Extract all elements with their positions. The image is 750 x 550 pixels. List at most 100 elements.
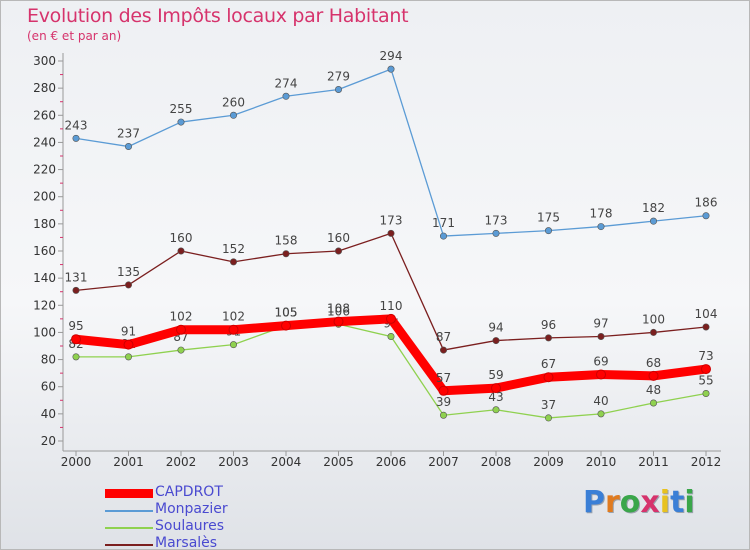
data-label-monpazier: 171 xyxy=(432,216,455,230)
data-label-soulaures: 37 xyxy=(541,398,556,412)
data-point-soulaures xyxy=(492,406,500,414)
y-tick-label: 40 xyxy=(41,407,56,421)
data-label-monpazier: 182 xyxy=(642,201,665,215)
data-label-capdrot: 110 xyxy=(380,299,403,313)
data-label-soulaures: 48 xyxy=(646,383,661,397)
data-point-capdrot xyxy=(701,364,711,375)
data-label-marsalès: 158 xyxy=(275,234,298,248)
data-point-soulaures xyxy=(230,341,238,349)
data-label-soulaures: 55 xyxy=(698,374,713,388)
y-tick-label: 280 xyxy=(33,81,56,95)
y-tick-label: 160 xyxy=(33,244,56,258)
data-point-marsalès xyxy=(72,286,80,294)
data-point-capdrot xyxy=(333,316,344,327)
legend-swatch xyxy=(105,544,153,546)
data-point-marsalès xyxy=(282,250,290,258)
data-point-capdrot xyxy=(543,372,554,383)
data-label-capdrot: 102 xyxy=(170,310,193,324)
data-point-capdrot xyxy=(386,313,396,324)
legend-swatch xyxy=(105,527,153,529)
data-point-soulaures xyxy=(439,411,447,419)
data-point-marsalès xyxy=(649,328,657,336)
x-tick-label: 2001 xyxy=(113,455,144,469)
data-label-soulaures: 106 xyxy=(327,304,350,318)
data-point-capdrot xyxy=(596,369,606,380)
brand-letter: x xyxy=(640,485,660,520)
x-tick-label: 2000 xyxy=(61,455,92,469)
data-label-soulaures: 105 xyxy=(275,306,298,320)
data-point-soulaures xyxy=(177,346,185,354)
data-label-monpazier: 255 xyxy=(170,102,193,116)
data-point-soulaures xyxy=(702,389,710,397)
data-label-capdrot: 73 xyxy=(698,349,713,363)
data-point-monpazier xyxy=(597,223,605,231)
data-point-monpazier xyxy=(334,86,342,94)
data-point-marsalès xyxy=(125,281,133,289)
data-label-monpazier: 294 xyxy=(380,49,403,63)
data-label-capdrot: 105 xyxy=(275,306,298,320)
data-label-marsalès: 87 xyxy=(436,330,451,344)
brand-letter: i xyxy=(684,485,695,520)
brand-letter: o xyxy=(619,485,641,520)
y-tick-label: 300 xyxy=(33,54,56,68)
data-label-capdrot: 59 xyxy=(488,368,503,382)
data-point-monpazier xyxy=(439,232,447,240)
data-point-marsalès xyxy=(334,247,342,255)
y-tick-label: 80 xyxy=(41,353,56,367)
data-point-monpazier xyxy=(125,143,133,151)
data-point-monpazier xyxy=(72,134,80,142)
data-label-marsalès: 135 xyxy=(117,265,140,279)
data-point-marsalès xyxy=(439,346,447,354)
x-tick-label: 2010 xyxy=(586,455,617,469)
data-label-monpazier: 175 xyxy=(537,211,560,225)
y-tick-label: 180 xyxy=(33,217,56,231)
data-point-capdrot xyxy=(71,334,81,345)
y-tick-label: 260 xyxy=(33,108,56,122)
data-point-capdrot xyxy=(228,324,239,335)
data-label-capdrot: 57 xyxy=(436,371,451,385)
data-label-monpazier: 173 xyxy=(485,213,508,227)
x-tick-label: 2003 xyxy=(218,455,249,469)
x-tick-label: 2009 xyxy=(533,455,564,469)
data-point-marsalès xyxy=(177,247,185,255)
data-point-soulaures xyxy=(597,410,605,418)
data-label-capdrot: 102 xyxy=(222,310,245,324)
y-tick-label: 60 xyxy=(41,380,56,394)
data-label-capdrot: 95 xyxy=(68,319,83,333)
data-label-monpazier: 279 xyxy=(327,70,350,84)
chart-subtitle: (en € et par an) xyxy=(27,29,122,43)
data-point-capdrot xyxy=(281,320,291,331)
legend-swatch xyxy=(105,489,153,498)
data-point-monpazier xyxy=(387,65,395,73)
x-tick-label: 2008 xyxy=(481,455,512,469)
data-label-marsalès: 152 xyxy=(222,242,245,256)
data-point-capdrot xyxy=(648,370,659,381)
data-label-monpazier: 243 xyxy=(65,118,88,132)
data-label-monpazier: 237 xyxy=(117,127,140,141)
data-label-marsalès: 131 xyxy=(65,270,88,284)
data-point-monpazier xyxy=(544,227,552,235)
data-label-monpazier: 178 xyxy=(590,207,613,221)
data-label-monpazier: 186 xyxy=(695,196,718,210)
x-tick-label: 2005 xyxy=(323,455,354,469)
x-tick-label: 2004 xyxy=(271,455,302,469)
x-tick-label: 2007 xyxy=(428,455,459,469)
data-point-marsalès xyxy=(492,337,500,345)
data-point-monpazier xyxy=(702,212,710,220)
data-label-soulaures: 39 xyxy=(436,395,451,409)
y-tick-label: 100 xyxy=(33,325,56,339)
x-tick-label: 2011 xyxy=(638,455,669,469)
legend-label: Monpazier xyxy=(155,501,228,517)
data-point-marsalès xyxy=(597,332,605,340)
brand-letter: t xyxy=(670,485,685,520)
data-label-capdrot: 108 xyxy=(327,302,350,316)
data-point-monpazier xyxy=(649,217,657,225)
data-point-capdrot xyxy=(123,339,134,350)
legend-label: CAPDROT xyxy=(155,484,223,500)
data-label-marsalès: 160 xyxy=(170,231,193,245)
brand-letter: r xyxy=(605,485,620,520)
x-tick-label: 2006 xyxy=(376,455,407,469)
data-label-monpazier: 274 xyxy=(275,76,298,90)
data-point-monpazier xyxy=(282,92,290,100)
